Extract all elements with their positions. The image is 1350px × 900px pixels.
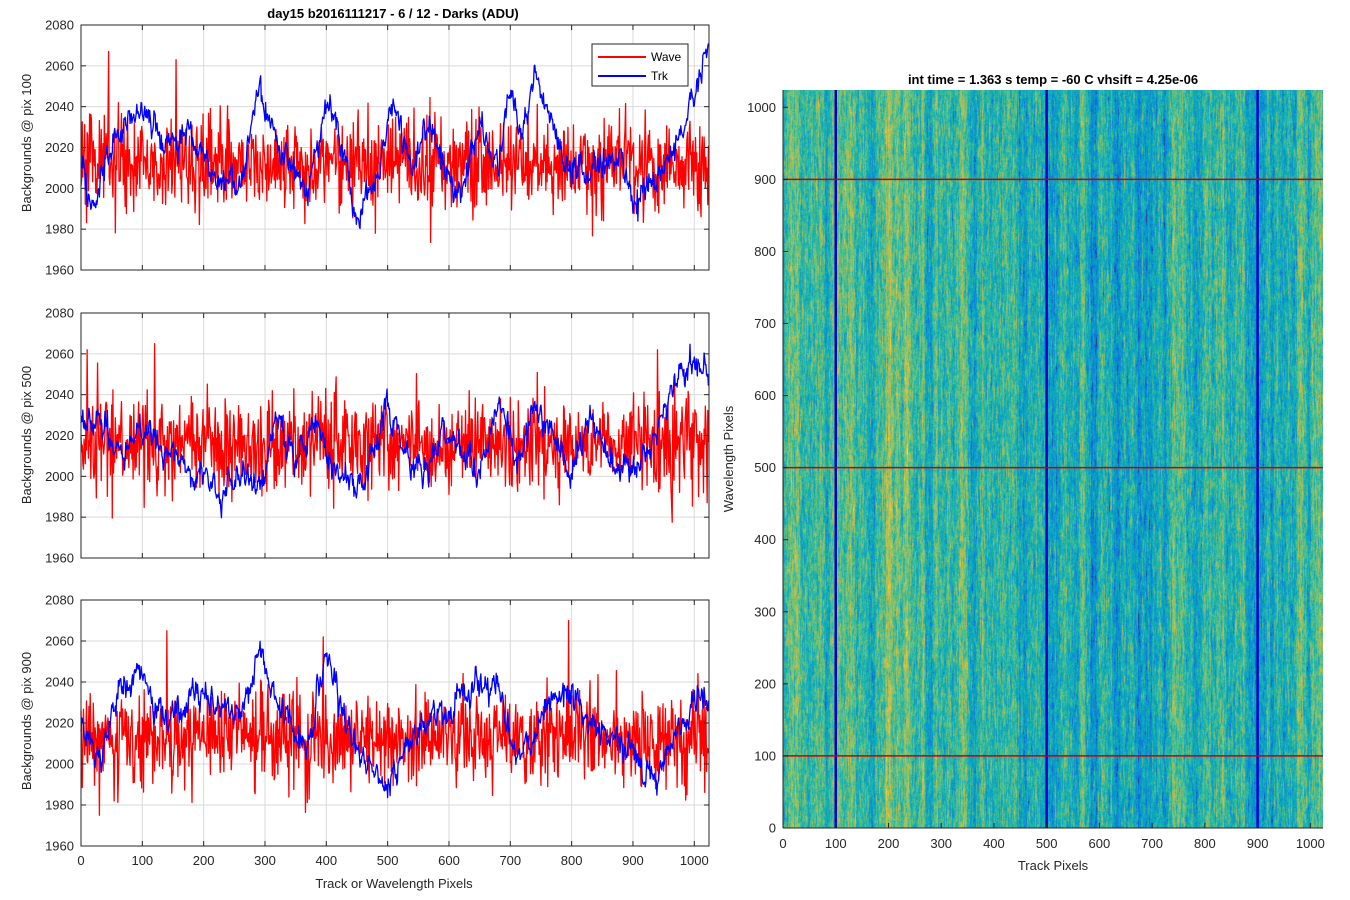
y-tick-label: 2060: [45, 58, 74, 73]
y-tick-label: 1980: [45, 510, 74, 525]
legend-box: [591, 43, 689, 87]
y-tick-label: 2060: [45, 346, 74, 361]
x-tick-label: 1000: [680, 853, 709, 868]
y-tick-label: 2080: [45, 18, 74, 33]
series-wave-line: [80, 619, 710, 816]
chart-2-ylabel: Backgrounds @ pix 500: [19, 366, 34, 504]
x-tick-label: 300: [930, 836, 952, 851]
y-tick-label: 200: [754, 676, 776, 691]
y-tick-label: 2000: [45, 181, 74, 196]
x-tick-label: 900: [622, 853, 644, 868]
series-trk-line: [80, 343, 710, 519]
y-tick-label: 2020: [45, 140, 74, 155]
x-tick-label: 900: [1247, 836, 1269, 851]
y-tick-label: 2060: [45, 634, 74, 649]
chart-3-xlabel: Track or Wavelength Pixels: [315, 876, 473, 891]
heatmap-xlabel: Track Pixels: [1018, 858, 1089, 873]
x-tick-label: 200: [193, 853, 215, 868]
y-tick-label: 2020: [45, 428, 74, 443]
x-tick-label: 500: [377, 853, 399, 868]
y-tick-label: 2040: [45, 99, 74, 114]
y-tick-label: 2000: [45, 469, 74, 484]
x-tick-label: 700: [499, 853, 521, 868]
y-tick-label: 700: [754, 316, 776, 331]
heatmap-image: [783, 90, 1323, 828]
y-tick-label: 900: [754, 172, 776, 187]
x-tick-label: 800: [1194, 836, 1216, 851]
x-tick-label: 400: [315, 853, 337, 868]
y-tick-label: 600: [754, 388, 776, 403]
y-tick-label: 100: [754, 748, 776, 763]
chart-3-ylabel: Backgrounds @ pix 900: [19, 652, 34, 790]
x-tick-label: 100: [825, 836, 847, 851]
x-tick-label: 600: [1089, 836, 1111, 851]
x-tick-label: 100: [131, 853, 153, 868]
y-tick-label: 2080: [45, 593, 74, 608]
y-tick-label: 800: [754, 244, 776, 259]
x-tick-label: 1000: [1296, 836, 1325, 851]
legend-wave-label: Wave: [651, 50, 682, 64]
line-chart-3: 1960 1980 2000 2020 2040 2060 2080 0 100 200 300 40…: [45, 593, 710, 868]
y-tick-label: 1960: [45, 839, 74, 854]
x-tick-label: 0: [779, 836, 786, 851]
y-tick-label: 2040: [45, 387, 74, 402]
y-tick-label: 0: [769, 821, 776, 836]
line-chart-2: 1960 1980 2000 2020 2040 2060 2080: [45, 306, 710, 566]
y-tick-label: 400: [754, 532, 776, 547]
y-tick-label: 1960: [45, 263, 74, 278]
x-tick-label: 0: [77, 853, 84, 868]
heatmap-ylabel: Wavelength Pixels: [721, 405, 736, 512]
legend: Wave Trk: [591, 43, 689, 87]
y-tick-label: 300: [754, 604, 776, 619]
x-tick-label: 500: [1036, 836, 1058, 851]
x-tick-label: 600: [438, 853, 460, 868]
heatmap-chart: 0 100 200 300 400 500 600 700 800 900 1000 0 100 200 3…: [747, 90, 1325, 851]
series-wave-line: [80, 342, 710, 523]
chart-1-title: day15 b2016111217 - 6 / 12 - Darks (ADU): [267, 6, 518, 21]
y-tick-label: 1980: [45, 798, 74, 813]
series-trk-line: [80, 43, 710, 230]
x-tick-label: 400: [983, 836, 1005, 851]
y-tick-label: 1000: [747, 100, 776, 115]
heatmap-title: int time = 1.363 s temp = -60 C vhsift =…: [908, 72, 1198, 87]
y-tick-label: 2080: [45, 306, 74, 321]
y-tick-label: 1960: [45, 551, 74, 566]
x-tick-label: 300: [254, 853, 276, 868]
legend-trk-label: Trk: [651, 69, 669, 83]
y-tick-label: 1980: [45, 222, 74, 237]
y-tick-label: 500: [754, 460, 776, 475]
y-tick-label: 2000: [45, 757, 74, 772]
chart-1-ylabel: Backgrounds @ pix 100: [19, 74, 34, 212]
series-trk-line: [80, 640, 710, 799]
y-tick-label: 2040: [45, 675, 74, 690]
y-tick-label: 2020: [45, 716, 74, 731]
x-tick-label: 200: [878, 836, 900, 851]
x-tick-label: 800: [561, 853, 583, 868]
x-tick-label: 700: [1141, 836, 1163, 851]
